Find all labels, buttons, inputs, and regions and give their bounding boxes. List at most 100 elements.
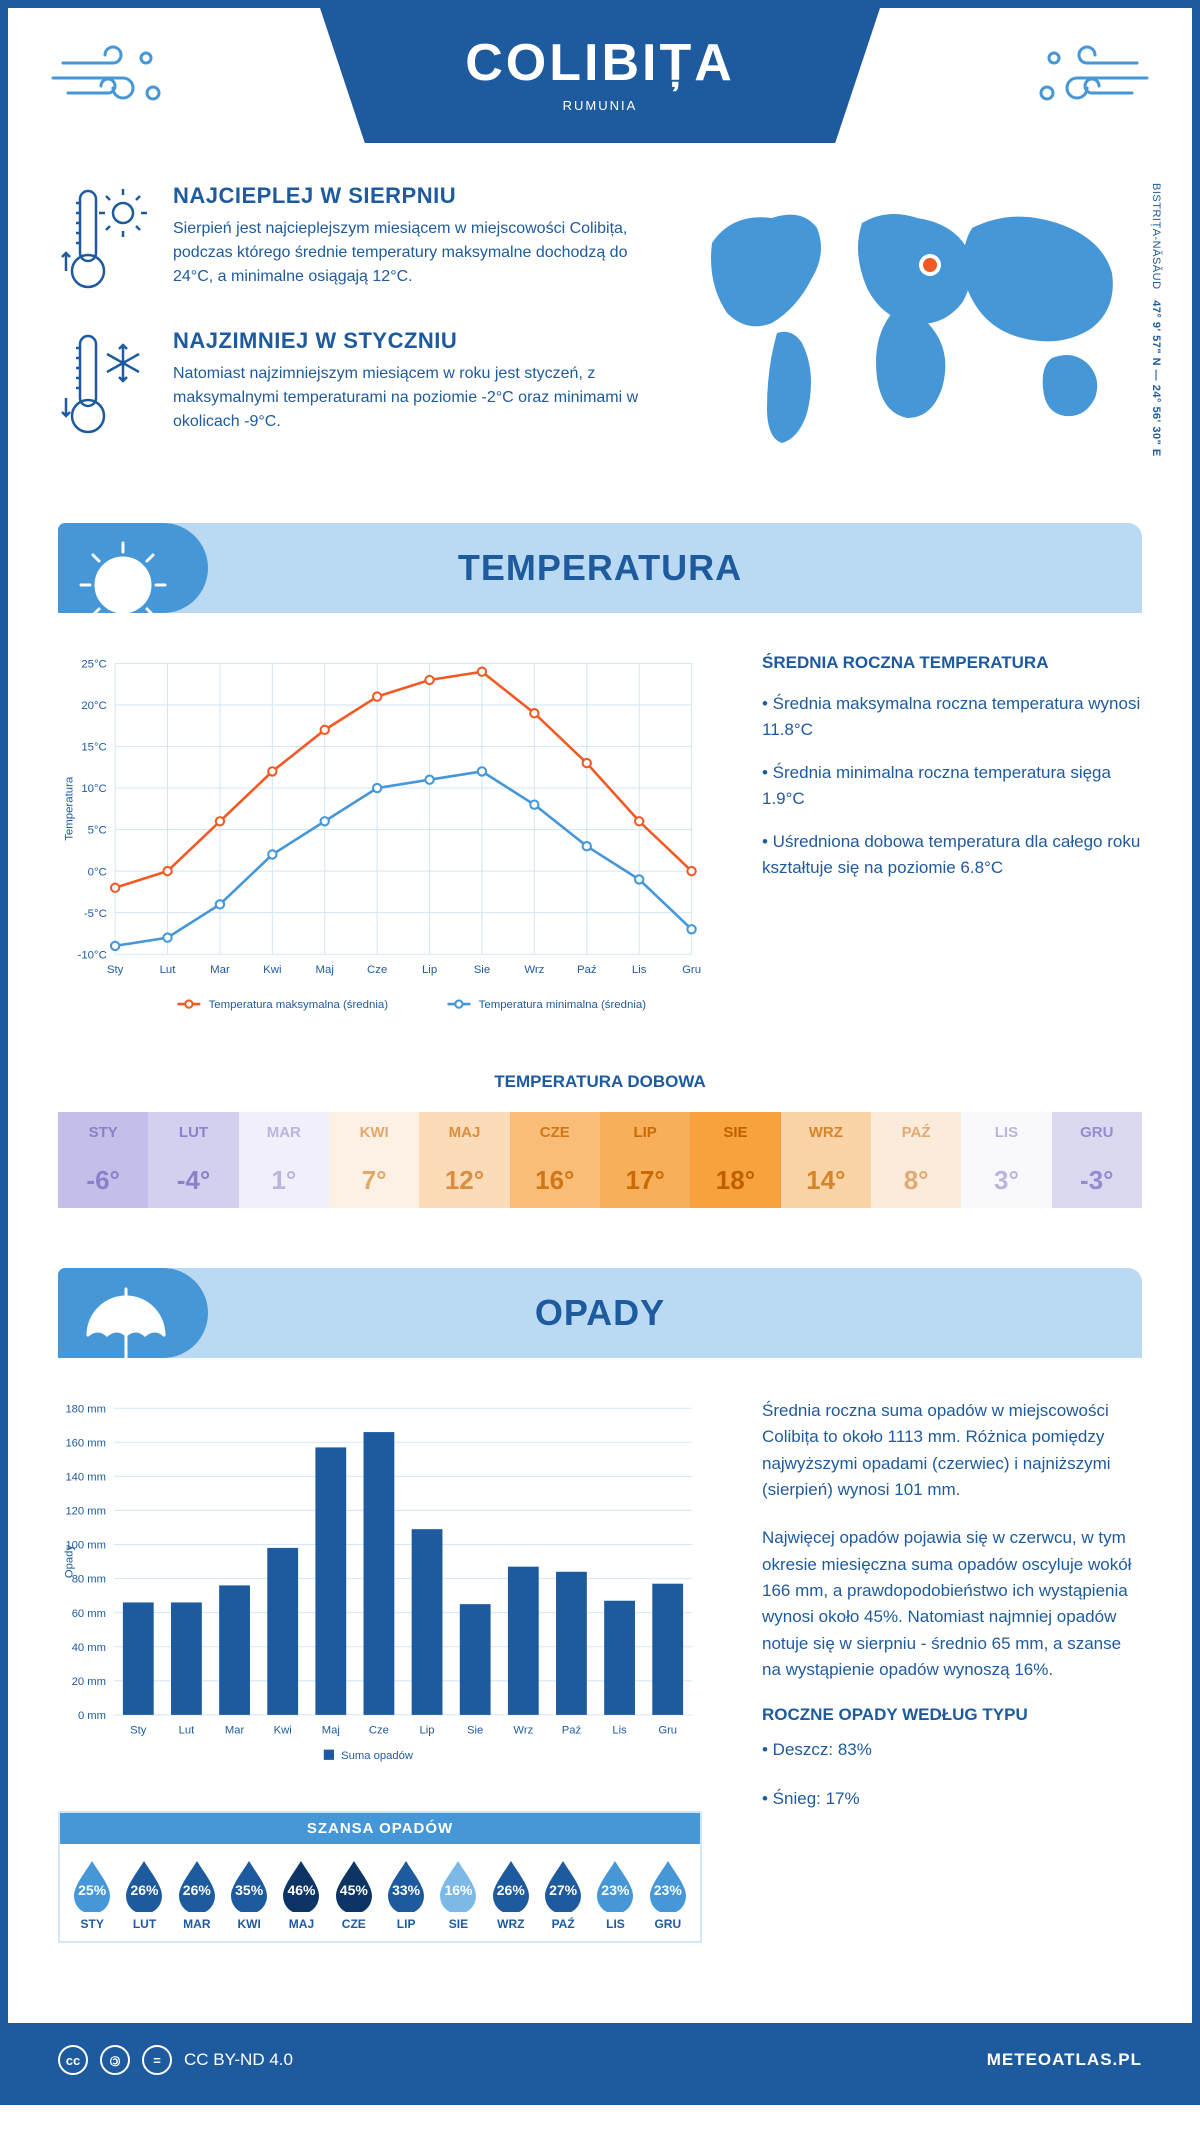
raindrop-icon: 23%: [593, 1858, 637, 1912]
world-map: BISTRIȚA-NĂSĂUD 47° 9' 57" N — 24° 56' 3…: [682, 183, 1142, 473]
svg-text:Lut: Lut: [179, 1724, 195, 1736]
svg-text:5°C: 5°C: [88, 825, 107, 837]
chance-item: 23% GRU: [642, 1858, 694, 1931]
svg-text:20 mm: 20 mm: [72, 1676, 106, 1688]
daily-temp-month: KWI: [329, 1112, 419, 1153]
coldest-summary: NAJZIMNIEJ W STYCZNIU Natomiast najzimni…: [58, 328, 642, 438]
svg-text:60 mm: 60 mm: [72, 1608, 106, 1620]
svg-text:Lis: Lis: [612, 1724, 627, 1736]
page-header: COLIBIȚA RUMUNIA: [8, 8, 1192, 143]
precip-type-heading: ROCZNE OPADY WEDŁUG TYPU: [762, 1705, 1142, 1725]
svg-text:Temperatura maksymalna (średni: Temperatura maksymalna (średnia): [209, 999, 389, 1011]
svg-text:0 mm: 0 mm: [78, 1710, 106, 1722]
svg-text:15°C: 15°C: [81, 742, 107, 754]
svg-text:Gru: Gru: [682, 964, 701, 976]
temperature-section-header: TEMPERATURA: [58, 523, 1142, 613]
raindrop-icon: 25%: [70, 1858, 114, 1912]
daily-temp-value: 3°: [961, 1153, 1051, 1208]
warmest-desc: Sierpień jest najcieplejszym miesiącem w…: [173, 217, 642, 289]
svg-text:Suma opadów: Suma opadów: [341, 1750, 414, 1762]
daily-temp-value: 12°: [419, 1153, 509, 1208]
daily-temp-value: 14°: [781, 1153, 871, 1208]
svg-text:80 mm: 80 mm: [72, 1574, 106, 1586]
svg-text:Sie: Sie: [474, 964, 491, 976]
svg-text:Wrz: Wrz: [524, 964, 544, 976]
daily-temp-value: -6°: [58, 1153, 148, 1208]
chance-item: 27% PAŹ: [537, 1858, 589, 1931]
svg-text:Opady: Opady: [63, 1545, 75, 1578]
daily-temp-month: LIS: [961, 1112, 1051, 1153]
raindrop-icon: 26%: [175, 1858, 219, 1912]
climate-summaries: NAJCIEPLEJ W SIERPNIU Sierpień jest najc…: [58, 183, 642, 473]
chance-item: 16% SIE: [432, 1858, 484, 1931]
svg-text:20°C: 20°C: [81, 700, 107, 712]
daily-temp-value: 16°: [510, 1153, 600, 1208]
sun-icon: [76, 538, 171, 633]
raindrop-icon: 23%: [646, 1858, 690, 1912]
chance-item: 23% LIS: [589, 1858, 641, 1931]
raindrop-icon: 16%: [436, 1858, 480, 1912]
raindrop-icon: 35%: [227, 1858, 271, 1912]
raindrop-icon: 27%: [541, 1858, 585, 1912]
daily-temp-value: 18°: [690, 1153, 780, 1208]
daily-temp-month: PAŹ: [871, 1112, 961, 1153]
temperature-annual-info: ŚREDNIA ROCZNA TEMPERATURA • Średnia mak…: [762, 653, 1142, 1032]
svg-text:Temperatura minimalna (średnia: Temperatura minimalna (średnia): [479, 999, 647, 1011]
svg-text:-5°C: -5°C: [84, 908, 107, 920]
svg-text:Lip: Lip: [422, 964, 437, 976]
svg-text:140 mm: 140 mm: [65, 1471, 106, 1483]
chance-item: 46% MAJ: [275, 1858, 327, 1931]
raindrop-icon: 45%: [332, 1858, 376, 1912]
svg-text:120 mm: 120 mm: [65, 1505, 106, 1517]
chance-item: 25% STY: [66, 1858, 118, 1931]
temperature-heading: TEMPERATURA: [458, 547, 742, 589]
daily-temp-value: 17°: [600, 1153, 690, 1208]
temperature-line-chart: -10°C-5°C0°C5°C10°C15°C20°C25°CStyLutMar…: [58, 653, 702, 1032]
country-subtitle: RUMUNIA: [420, 98, 780, 113]
svg-text:Cze: Cze: [369, 1724, 389, 1736]
precipitation-section-header: OPADY: [58, 1268, 1142, 1358]
svg-text:Lut: Lut: [160, 964, 177, 976]
svg-text:Kwi: Kwi: [274, 1724, 292, 1736]
cc-icon: cc: [58, 2045, 88, 2075]
wind-icon: [1032, 38, 1152, 118]
svg-text:Temperatura: Temperatura: [64, 776, 76, 841]
svg-text:40 mm: 40 mm: [72, 1642, 106, 1654]
daily-temp-month: MAJ: [419, 1112, 509, 1153]
svg-text:-10°C: -10°C: [78, 949, 107, 961]
svg-text:Cze: Cze: [367, 964, 387, 976]
warmest-summary: NAJCIEPLEJ W SIERPNIU Sierpień jest najc…: [58, 183, 642, 293]
svg-text:Sty: Sty: [107, 964, 124, 976]
nd-icon: =: [142, 2045, 172, 2075]
precipitation-chance-block: SZANSA OPADÓW 25% STY 26% LUT 26% MAR 35…: [58, 1811, 702, 1943]
precipitation-heading: OPADY: [535, 1292, 665, 1334]
warmest-title: NAJCIEPLEJ W SIERPNIU: [173, 183, 642, 209]
daily-temp-value: -4°: [148, 1153, 238, 1208]
chance-item: 26% MAR: [171, 1858, 223, 1931]
svg-text:Lip: Lip: [420, 1724, 435, 1736]
daily-temp-value: 8°: [871, 1153, 961, 1208]
svg-text:Wrz: Wrz: [513, 1724, 533, 1736]
precip-type-bullet: • Deszcz: 83%: [762, 1737, 1142, 1763]
raindrop-icon: 46%: [279, 1858, 323, 1912]
umbrella-icon: [76, 1283, 171, 1378]
daily-temp-table: STYLUTMARKWIMAJCZELIPSIEWRZPAŹLISGRU -6°…: [58, 1112, 1142, 1208]
svg-text:0°C: 0°C: [88, 866, 107, 878]
svg-text:Mar: Mar: [210, 964, 230, 976]
chance-item: 45% CZE: [328, 1858, 380, 1931]
precipitation-info: Średnia roczna suma opadów w miejscowośc…: [762, 1398, 1142, 1943]
annual-temp-bullet: • Średnia minimalna roczna temperatura s…: [762, 760, 1142, 811]
daily-temp-month: WRZ: [781, 1112, 871, 1153]
daily-temp-month: LIP: [600, 1112, 690, 1153]
daily-temp-month: CZE: [510, 1112, 600, 1153]
annual-temp-bullet: • Uśredniona dobowa temperatura dla całe…: [762, 829, 1142, 880]
svg-text:Sie: Sie: [467, 1724, 483, 1736]
annual-temp-heading: ŚREDNIA ROCZNA TEMPERATURA: [762, 653, 1142, 673]
svg-text:Mar: Mar: [225, 1724, 245, 1736]
wind-icon: [48, 38, 168, 118]
coordinates: BISTRIȚA-NĂSĂUD 47° 9' 57" N — 24° 56' 3…: [1150, 183, 1162, 457]
svg-text:180 mm: 180 mm: [65, 1403, 106, 1415]
annual-temp-bullet: • Średnia maksymalna roczna temperatura …: [762, 691, 1142, 742]
svg-text:160 mm: 160 mm: [65, 1437, 106, 1449]
precip-type-bullet: • Śnieg: 17%: [762, 1786, 1142, 1812]
